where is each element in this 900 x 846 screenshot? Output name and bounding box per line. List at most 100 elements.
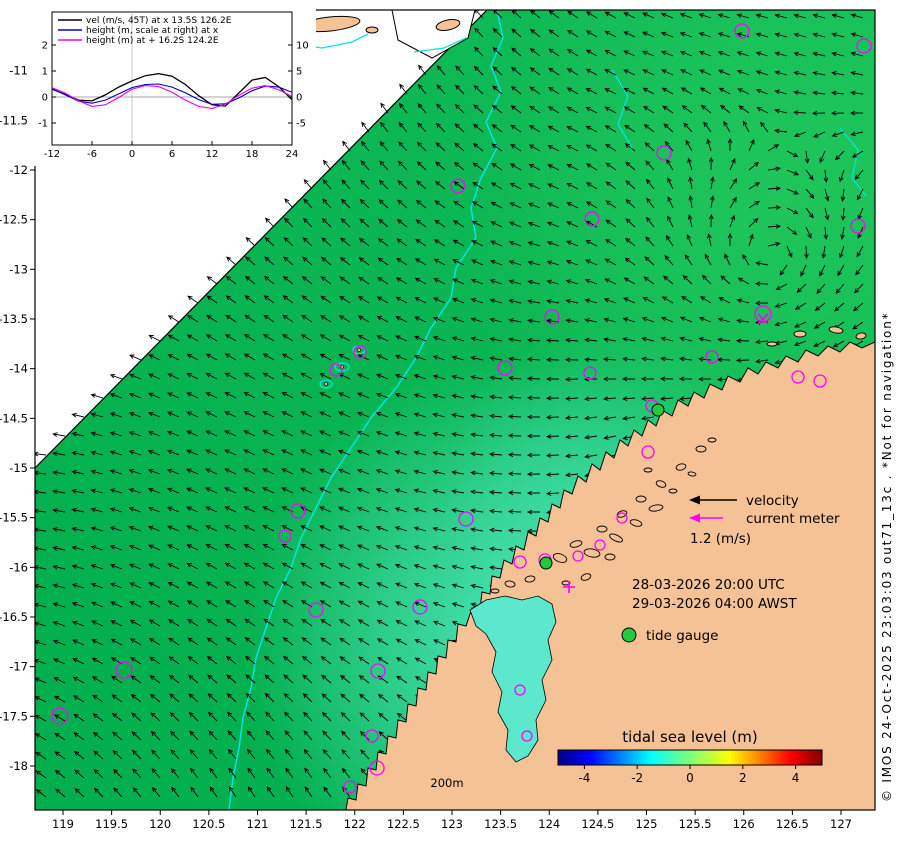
current-meter-marker <box>497 360 513 376</box>
velocity-legend-label: velocity <box>746 493 799 509</box>
inset-series-0 <box>52 72 292 107</box>
current-meter-marker <box>584 211 600 227</box>
island <box>552 553 568 563</box>
y-tick-label: -17 <box>9 660 28 674</box>
island <box>569 540 583 548</box>
current-meter-marker <box>369 760 385 776</box>
x-tick-label: 125 <box>636 817 658 831</box>
current-meter-marker <box>370 663 386 679</box>
reef-contour <box>319 379 333 389</box>
inset-frame <box>51 11 293 146</box>
island <box>561 580 571 586</box>
model-domain-boundary <box>35 10 488 469</box>
velocity-legend-arrow <box>689 495 700 505</box>
y-tick-label: -14 <box>9 362 28 376</box>
current-meter-marker <box>290 503 306 519</box>
datetime-awst-label: 29-03-2026 04:00 AWST <box>632 596 797 612</box>
colorbar-tick-label: 2 <box>739 771 747 785</box>
y-tick-label: -12.5 <box>0 213 28 227</box>
island <box>695 445 707 453</box>
y-tick-label: -16 <box>9 560 28 574</box>
inset-series-1 <box>52 83 292 105</box>
y-tick-label: -11 <box>9 64 28 78</box>
island <box>707 437 717 443</box>
island <box>596 525 608 533</box>
x-tick-label: 123 <box>441 817 463 831</box>
y-tick-label: -16.5 <box>0 610 28 624</box>
current-meter-marker <box>705 350 719 364</box>
x-tick-label: 124 <box>538 817 560 831</box>
station-marker-layer <box>51 23 872 794</box>
contour-200m <box>228 10 504 810</box>
island <box>648 504 664 512</box>
island <box>668 488 678 494</box>
current-meter-marker <box>641 445 655 459</box>
x-tick-label: 125.5 <box>679 817 712 831</box>
y-tick-label: -15.5 <box>0 511 28 525</box>
island <box>504 580 516 588</box>
island <box>604 553 616 561</box>
island <box>435 19 461 31</box>
current-meter-marker <box>656 145 672 161</box>
current-meter-marker <box>734 23 750 39</box>
inset-left-tick-label: -1 <box>38 119 48 130</box>
current-meter-marker <box>51 707 69 725</box>
current-meter-marker <box>850 218 866 234</box>
current-meter-marker <box>791 370 805 384</box>
inset-legend-label: height (m) at + 16.2S 124.2E <box>86 36 219 46</box>
watermark: © IMOS 24-Oct-2025 23:03:03 out71_13c . … <box>880 312 894 802</box>
y-tick-label: -12 <box>9 163 28 177</box>
colorbar-tick-label: 4 <box>792 771 800 785</box>
island <box>855 332 867 340</box>
colorbar-gradient <box>557 749 823 766</box>
colorbar-title: tidal sea level (m) <box>622 728 757 746</box>
land-layer <box>345 326 875 810</box>
tide-gauge-marker <box>651 403 665 417</box>
island <box>828 326 844 334</box>
current-meter-marker <box>365 729 379 743</box>
island <box>687 471 697 477</box>
contour-fragment <box>611 69 633 149</box>
tide-gauge-marker <box>539 556 553 570</box>
y-tick-label: -15 <box>9 461 28 475</box>
map-axes: 119 119.5 120 120.5 121 121.5 122 122.5 123 123.5… <box>0 9 876 831</box>
island <box>583 548 601 558</box>
inset-x-tick-label: -12 <box>44 149 60 160</box>
island <box>675 463 687 471</box>
x-tick-label: 121 <box>247 817 269 831</box>
current-meter-marker <box>115 661 133 679</box>
current-meter-marker <box>278 529 292 543</box>
depth-contour-label: 200m <box>430 776 463 790</box>
island <box>643 467 653 473</box>
y-tick-label: -13.5 <box>0 312 28 326</box>
island <box>629 519 643 527</box>
inset-x-tick-label: 24 <box>286 149 299 160</box>
current-meter-marker <box>412 599 428 615</box>
current-meter-marker <box>343 780 357 794</box>
inset-right-tick-label: 10 <box>296 41 309 52</box>
current-meter-marker <box>521 730 533 742</box>
y-tick-label: -17.5 <box>0 709 28 723</box>
inset-x-tick-label: 6 <box>169 149 175 160</box>
inset-left-tick-label: 2 <box>42 41 48 52</box>
inset-legend-label: vel (m/s, 45T) at x 13.5S 126.2E <box>86 16 232 26</box>
inset-legend-label: height (m, scale at right) at x <box>86 26 219 36</box>
island <box>766 341 778 347</box>
inset-series-2 <box>52 85 292 109</box>
x-tick-label: 119 <box>52 817 74 831</box>
copyright-watermark: © IMOS 24-Oct-2025 23:03:03 out71_13c . … <box>880 312 894 802</box>
current-meter-marker <box>353 345 367 359</box>
island <box>793 330 807 338</box>
current-meter-marker <box>514 684 526 696</box>
current-meter-marker <box>513 555 527 569</box>
x-tick-label: 120.5 <box>192 817 225 831</box>
x-tick-label: 121.5 <box>290 817 323 831</box>
inset-x-tick-label: -6 <box>87 149 97 160</box>
colorbar-tick-label: 0 <box>686 771 694 785</box>
contour-fragment <box>413 37 467 53</box>
y-tick-label: -14.5 <box>0 411 28 425</box>
current-meter-marker <box>572 550 584 562</box>
mainland <box>345 341 875 810</box>
